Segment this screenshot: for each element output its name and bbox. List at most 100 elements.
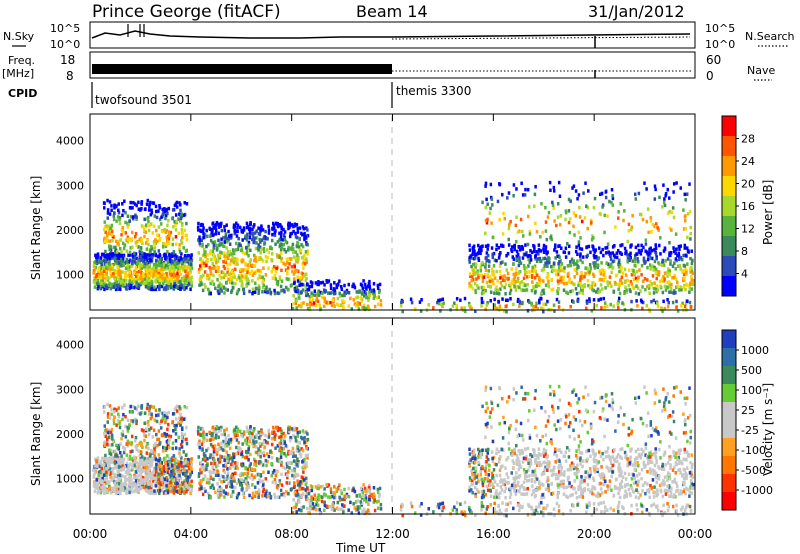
power-cell: [610, 284, 613, 288]
power-cell: [184, 269, 187, 273]
power-cell: [272, 264, 276, 269]
power-cell: [158, 253, 162, 257]
power-cell: [117, 278, 121, 282]
power-cell: [512, 277, 516, 282]
power-cell: [135, 243, 138, 248]
power-cell: [616, 248, 620, 253]
power-cell: [97, 274, 100, 279]
power-cell: [261, 228, 265, 232]
velocity-cell: [186, 485, 190, 490]
power-cell: [92, 264, 96, 269]
velocity-cell: [223, 495, 226, 499]
power-cell: [654, 243, 657, 247]
power-cell: [220, 270, 224, 274]
power-cell: [509, 285, 512, 289]
power-cell: [116, 265, 119, 270]
power-cell: [220, 221, 223, 226]
power-cell: [117, 261, 121, 265]
power-cell: [593, 266, 597, 270]
power-cell: [545, 260, 549, 265]
power-cell: [100, 259, 103, 264]
power-cell: [215, 243, 218, 248]
velocity-cell: [134, 470, 138, 474]
power-cell: [174, 253, 177, 257]
power-cell: [157, 268, 160, 272]
power-cell: [654, 252, 658, 256]
power-cell: [278, 243, 282, 248]
velocity-cell: [155, 432, 158, 437]
power-cell: [119, 274, 123, 279]
power-cell: [216, 289, 220, 293]
power-cell: [220, 283, 223, 287]
power-cell: [314, 303, 318, 308]
power-cell: [173, 282, 177, 286]
power-cell: [137, 207, 141, 212]
cpid-program-1: twofsound 3501: [95, 93, 192, 107]
power-cell: [512, 257, 516, 261]
power-cell: [599, 277, 602, 282]
power-cell: [199, 229, 203, 234]
power-cell: [600, 191, 604, 196]
power-cell: [126, 214, 130, 219]
power-cell: [305, 293, 308, 298]
power-cell: [582, 283, 586, 288]
power-cell: [626, 253, 629, 257]
power-cell: [95, 259, 99, 263]
velocity-cell: [105, 476, 109, 480]
power-cell: [475, 271, 479, 275]
power-cell: [108, 261, 111, 265]
velocity-cell: [110, 468, 114, 472]
velocity-cell: [144, 427, 148, 431]
velocity-cell: [144, 466, 147, 470]
power-cell: [99, 266, 102, 271]
power-cell: [278, 277, 282, 281]
power-cell: [146, 265, 149, 270]
power-cell: [266, 290, 270, 295]
power-cell: [440, 302, 443, 307]
power-cell: [200, 222, 203, 227]
power-cell: [271, 266, 275, 271]
power-cell: [233, 257, 237, 261]
power-cell: [554, 268, 558, 273]
power-cell: [547, 284, 551, 289]
velocity-cell: [147, 432, 151, 437]
velocity-cell: [143, 438, 146, 443]
power-cell: [595, 290, 598, 294]
power-cell: [633, 263, 637, 268]
power-cell: [648, 247, 651, 252]
power-cell: [150, 287, 153, 292]
power-cell: [175, 255, 179, 259]
power-cell: [615, 251, 619, 255]
power-cell: [572, 224, 575, 229]
power-cell: [316, 299, 320, 304]
power-cell: [217, 253, 220, 258]
power-cell: [302, 301, 305, 305]
velocity-cell: [214, 436, 218, 440]
power-cell: [97, 285, 100, 289]
velocity-cell: [149, 453, 152, 457]
power-cell: [685, 192, 689, 196]
power-cell: [658, 195, 661, 200]
velocity-cell: [180, 416, 183, 420]
power-cell: [567, 244, 571, 249]
power-cell: [616, 302, 620, 306]
power-cell: [158, 284, 162, 289]
power-cell: [590, 237, 594, 242]
power-cell: [164, 244, 168, 248]
power-cell: [155, 277, 159, 282]
power-cell: [485, 280, 489, 285]
power-cell: [105, 238, 109, 242]
power-cell: [688, 286, 691, 290]
power-cell: [629, 279, 633, 284]
power-cell: [221, 244, 225, 248]
velocity-cell: [154, 491, 158, 496]
velocity-cell: [178, 484, 182, 488]
velocity-cell: [96, 482, 100, 487]
power-cell: [509, 297, 512, 301]
velocity-cell: [169, 434, 173, 439]
velocity-cell: [205, 480, 209, 485]
power-cell: [301, 244, 305, 249]
power-cell: [295, 299, 298, 303]
velocity-cell: [275, 457, 279, 461]
power-cell: [306, 293, 310, 297]
